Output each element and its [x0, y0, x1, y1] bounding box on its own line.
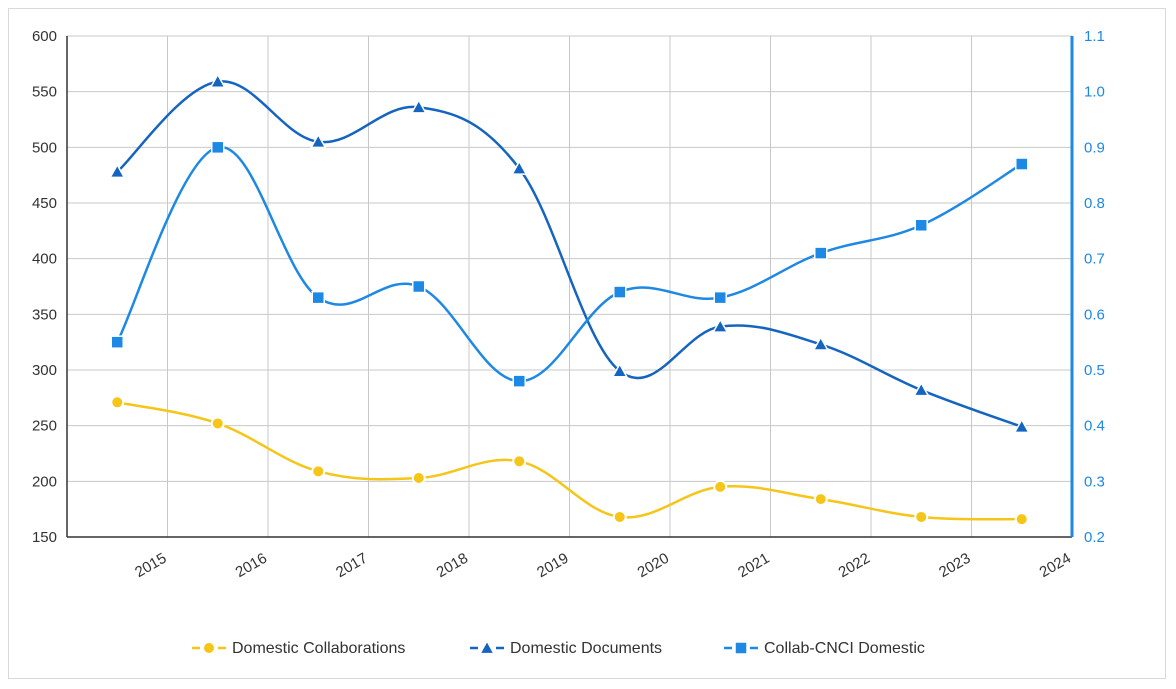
tick-labels: 150 200 250 300 350 400 450 500 550 600 0.2 0.3 0.4 0… — [32, 28, 1105, 581]
right-tick-label: 0.4 — [1084, 418, 1105, 435]
left-tick-label: 300 — [32, 362, 57, 379]
x-tick-label: 2019 — [534, 550, 571, 581]
legend-label: Domestic Documents — [510, 640, 662, 657]
data-point-domestic-documents — [711, 318, 729, 333]
data-point-domestic-documents — [209, 73, 227, 88]
x-tick-label: 2016 — [233, 550, 270, 581]
legend-item-collab-cnci-domestic: Collab-CNCI Domestic — [724, 640, 925, 657]
data-point-collab-cnci-domestic — [914, 218, 928, 233]
chart-frame — [8, 8, 1166, 679]
right-tick-label: 0.7 — [1084, 251, 1105, 268]
left-tick-label: 200 — [32, 473, 57, 490]
left-tick-label: 500 — [32, 139, 57, 156]
right-tick-label: 1.1 — [1084, 28, 1105, 45]
data-point-domestic-collaborations — [813, 492, 828, 507]
data-point-collab-cnci-domestic — [412, 279, 426, 294]
series-domestic-documents — [108, 73, 1031, 434]
data-point-domestic-documents — [108, 163, 126, 179]
right-tick-label: 1.0 — [1084, 84, 1105, 101]
data-point-collab-cnci-domestic — [211, 140, 225, 155]
data-point-collab-cnci-domestic — [1015, 157, 1029, 171]
data-point-domestic-documents — [812, 335, 830, 351]
axes — [66, 36, 1074, 538]
data-point-collab-cnci-domestic — [311, 290, 325, 305]
data-point-collab-cnci-domestic — [613, 285, 627, 299]
legend-label: Collab-CNCI Domestic — [764, 640, 925, 657]
left-tick-label: 600 — [32, 28, 57, 45]
data-point-domestic-collaborations — [914, 509, 929, 524]
series-collab-cnci-domestic — [110, 140, 1029, 388]
x-tick-label: 2021 — [735, 550, 772, 581]
right-tick-label: 0.9 — [1084, 139, 1105, 156]
data-point-collab-cnci-domestic — [512, 374, 526, 388]
x-tick-label: 2024 — [1037, 550, 1074, 581]
right-tick-label: 0.5 — [1084, 362, 1105, 379]
plot-area — [108, 73, 1031, 527]
data-point-domestic-documents — [611, 362, 629, 378]
data-point-collab-cnci-domestic — [814, 246, 828, 260]
data-point-domestic-collaborations — [210, 416, 225, 431]
series-domestic-collaborations — [110, 395, 1029, 527]
x-tick-label: 2017 — [333, 550, 370, 581]
right-tick-label: 0.2 — [1084, 529, 1105, 546]
right-tick-label: 0.6 — [1084, 306, 1105, 323]
series-line-domestic-documents — [116, 80, 1023, 428]
left-tick-label: 450 — [32, 195, 57, 212]
x-tick-label: 2022 — [836, 550, 873, 581]
data-point-domestic-collaborations — [411, 470, 426, 485]
data-point-domestic-documents — [309, 133, 327, 149]
legend-marker-icon — [202, 641, 216, 655]
data-point-domestic-collaborations — [1014, 512, 1029, 527]
data-point-domestic-collaborations — [713, 479, 728, 494]
data-point-domestic-documents — [1013, 418, 1031, 434]
data-point-domestic-collaborations — [612, 509, 627, 524]
data-point-domestic-collaborations — [110, 395, 125, 410]
x-tick-label: 2020 — [635, 550, 672, 581]
left-tick-label: 150 — [32, 529, 57, 546]
left-tick-label: 250 — [32, 418, 57, 435]
data-point-collab-cnci-domestic — [110, 335, 124, 349]
legend-marker-icon — [734, 641, 748, 655]
x-tick-label: 2023 — [936, 550, 973, 581]
legend-item-domestic-collaborations: Domestic Collaborations — [192, 640, 405, 657]
data-point-domestic-collaborations — [311, 464, 326, 479]
data-point-domestic-documents — [912, 381, 930, 397]
data-point-collab-cnci-domestic — [713, 290, 727, 305]
legend-item-domestic-documents: Domestic Documents — [470, 639, 662, 657]
data-point-domestic-collaborations — [512, 454, 527, 469]
gridlines — [66, 35, 1073, 538]
data-point-domestic-documents — [410, 98, 428, 114]
x-tick-label: 2018 — [434, 550, 471, 581]
legend: Domestic Collaborations Domestic Document… — [192, 639, 925, 657]
left-tick-label: 550 — [32, 84, 57, 101]
series-line-domestic-collaborations — [116, 401, 1022, 521]
right-tick-label: 0.3 — [1084, 473, 1105, 490]
left-tick-label: 400 — [32, 251, 57, 268]
right-tick-label: 0.8 — [1084, 195, 1105, 212]
legend-label: Domestic Collaborations — [232, 640, 405, 657]
legend-marker-icon — [478, 639, 496, 655]
left-tick-label: 350 — [32, 306, 57, 323]
data-point-domestic-documents — [510, 159, 528, 175]
x-tick-label: 2015 — [132, 550, 169, 581]
